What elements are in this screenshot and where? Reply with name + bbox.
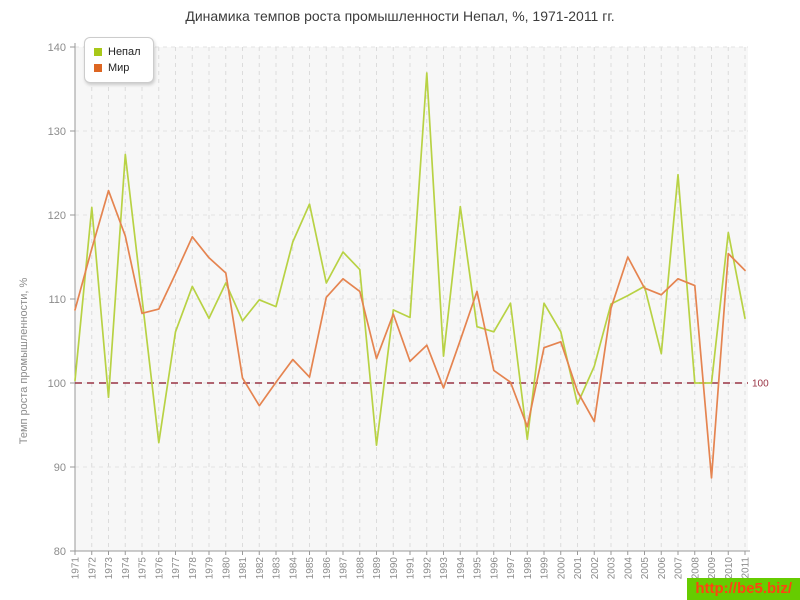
legend: Непал Мир <box>84 37 154 83</box>
legend-label-nepal: Непал <box>108 46 141 58</box>
y-axis-title: Темп роста промышленности, % <box>18 277 30 445</box>
x-tick-label: 1989 <box>372 557 383 580</box>
x-tick-label: 1976 <box>154 557 165 580</box>
x-tick-label: 2002 <box>590 557 601 580</box>
x-tick-label: 1984 <box>288 557 299 580</box>
y-tick-label: 90 <box>54 462 66 474</box>
watermark: http://be5.biz/ <box>687 578 800 600</box>
x-tick-label: 2011 <box>741 557 752 579</box>
world-line <box>74 189 746 479</box>
y-tick-label: 110 <box>48 294 66 306</box>
x-tick-label: 1987 <box>339 557 350 580</box>
legend-item-world: Мир <box>94 60 141 76</box>
chart-title: Динамика темпов роста промышленности Неп… <box>185 8 615 24</box>
x-tick-label: 1998 <box>523 557 534 580</box>
x-tick-label: 1980 <box>221 557 232 580</box>
legend-label-world: Мир <box>108 62 130 74</box>
x-tick-label: 1990 <box>389 557 400 580</box>
x-tick-label: 1986 <box>322 557 333 580</box>
x-tick-label: 1975 <box>138 557 149 580</box>
legend-item-nepal: Непал <box>94 44 141 60</box>
x-tick-label: 1971 <box>71 557 82 580</box>
x-tick-label: 2006 <box>657 557 668 580</box>
x-tick-label: 1972 <box>87 557 98 580</box>
x-tick-label: 2008 <box>690 557 701 580</box>
y-tick-label: 140 <box>48 42 66 54</box>
x-tick-label: 1993 <box>439 557 450 580</box>
x-tick-label: 1979 <box>205 557 216 580</box>
x-tick-label: 1988 <box>355 557 366 580</box>
x-tick-label: 1981 <box>238 557 249 580</box>
nepal-swatch-icon <box>94 48 102 56</box>
x-tick-label: 1978 <box>188 557 199 580</box>
x-tick-label: 1997 <box>506 557 517 580</box>
x-tick-label: 1983 <box>272 557 283 580</box>
y-tick-label: 120 <box>48 210 66 222</box>
y-tick-label: 80 <box>54 546 66 558</box>
world-swatch-icon <box>94 64 102 72</box>
y-tick-label: 100 <box>48 378 66 390</box>
x-tick-label: 2000 <box>556 557 567 580</box>
x-tick-label: 2007 <box>674 557 685 580</box>
x-tick-label: 2001 <box>573 557 584 580</box>
x-tick-label: 2005 <box>640 557 651 580</box>
x-tick-label: 1996 <box>489 557 500 580</box>
baseline-label: 100 <box>752 379 769 390</box>
x-tick-label: 2004 <box>623 557 634 580</box>
x-tick-label: 1999 <box>540 557 551 580</box>
x-tick-label: 1977 <box>171 557 182 580</box>
x-tick-label: 1982 <box>255 557 266 580</box>
x-tick-label: 1973 <box>104 557 115 580</box>
x-tick-label: 1992 <box>422 557 433 580</box>
y-tick-label: 130 <box>48 126 66 138</box>
x-tick-label: 1991 <box>406 557 417 580</box>
nepal-line <box>74 72 746 447</box>
x-tick-label: 2003 <box>607 557 618 580</box>
x-tick-label: 1995 <box>473 557 484 580</box>
x-tick-label: 1985 <box>305 557 316 580</box>
x-tick-label: 2009 <box>707 557 718 580</box>
x-tick-label: 2010 <box>724 557 735 580</box>
x-tick-label: 1974 <box>121 557 132 580</box>
x-tick-label: 1994 <box>456 557 467 580</box>
